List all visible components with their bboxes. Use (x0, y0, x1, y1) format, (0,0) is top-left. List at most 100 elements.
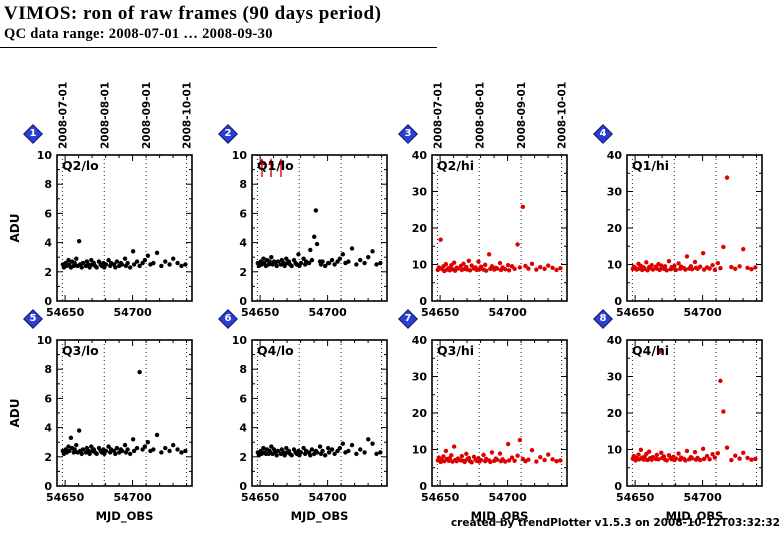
data-point (329, 257, 335, 263)
y-tick-label: 4 (44, 422, 52, 435)
data-point (721, 244, 726, 250)
outlier-arrow-head (268, 158, 275, 165)
data-point (354, 451, 359, 457)
data-point (534, 459, 539, 464)
data-point (151, 260, 156, 266)
y-tick-label: 10 (232, 149, 248, 162)
data-point (89, 444, 94, 449)
data-point (326, 450, 332, 455)
data-point (494, 457, 500, 462)
x-tick-label: 54700 (683, 306, 722, 319)
panel-number: 4 (599, 128, 607, 139)
data-point (301, 445, 306, 451)
data-point (362, 450, 367, 455)
data-point (79, 265, 84, 270)
data-point (488, 459, 493, 465)
panel-number-badge: 3 (397, 123, 419, 145)
panel-plot-q4-lo: 54650 54700 0 2 4 6 8 10 Q4/lo MJD_OBS (232, 334, 388, 524)
data-point (329, 447, 335, 452)
data-point (469, 460, 474, 465)
data-point (151, 447, 156, 452)
data-point (127, 451, 133, 457)
data-point (87, 265, 92, 270)
data-point (122, 256, 128, 261)
data-point (737, 456, 742, 461)
data-point (267, 259, 272, 264)
panel-q3-lo: 54650 54700 0 2 4 6 8 10 Q3/lo ADU MJD_OBS 5 (5, 256, 205, 528)
panel-number: 3 (404, 128, 412, 139)
data-point (68, 435, 74, 441)
data-point (449, 263, 454, 268)
data-point (275, 448, 281, 454)
data-point (167, 262, 172, 267)
date-label: 2008-07-01 (57, 82, 69, 149)
data-point (326, 260, 332, 266)
data-point (515, 453, 520, 458)
data-point (718, 265, 723, 271)
y-tick-label: 10 (37, 334, 53, 347)
panel-label: Q3/hi (437, 343, 474, 358)
data-point (94, 265, 99, 270)
data-point (710, 452, 715, 457)
data-point (103, 448, 109, 454)
data-point (154, 432, 160, 438)
data-point (137, 263, 142, 269)
data-point (125, 260, 130, 266)
data-point (558, 265, 563, 271)
data-point (274, 263, 279, 269)
data-point (689, 456, 695, 461)
data-point (554, 458, 559, 464)
data-point (322, 263, 328, 269)
x-tick-label: 54650 (241, 306, 280, 319)
y-tick-label: 6 (239, 392, 247, 405)
panel-label: Q1/hi (632, 158, 669, 173)
data-point (650, 267, 656, 272)
data-point (171, 442, 176, 448)
data-point (171, 256, 176, 261)
data-point (546, 263, 551, 268)
panel-number: 7 (404, 313, 412, 324)
data-point (659, 450, 664, 455)
date-label: 2008-09-01 (516, 82, 528, 149)
data-point (137, 369, 142, 375)
data-point (554, 267, 559, 273)
date-label: 2008-08-01 (99, 82, 111, 149)
data-point (378, 260, 383, 266)
data-point (74, 256, 79, 261)
data-point (317, 444, 323, 449)
panel-number: 8 (599, 313, 607, 324)
panel-number: 1 (29, 128, 37, 139)
panel-q2-lo: 2008-07-01 2008-08-01 2008-09-01 2008-10-01… (5, 71, 205, 343)
outlier-arrow-head (278, 158, 285, 165)
data-point (449, 453, 454, 458)
data-point (378, 450, 383, 455)
data-point (261, 256, 266, 261)
data-point (301, 256, 306, 261)
panel-plot-q1-hi: 54650 54700 0 10 20 30 40 Q1/hi (607, 149, 763, 319)
data-point (309, 257, 315, 263)
data-point (502, 267, 508, 272)
data-point (314, 450, 320, 455)
data-point (737, 264, 742, 269)
y-tick-label: 6 (239, 207, 247, 220)
date-label: 2008-08-01 (474, 82, 486, 149)
data-point (483, 268, 489, 273)
data-point (724, 175, 730, 180)
data-point (134, 259, 140, 264)
y-tick-label: 0 (239, 295, 247, 308)
data-point (517, 437, 523, 443)
data-point (298, 450, 304, 455)
data-point (179, 263, 184, 269)
data-point (512, 266, 517, 272)
data-point (313, 208, 319, 213)
date-label: 2008-09-01 (141, 82, 153, 149)
data-point (707, 266, 712, 271)
panel-q4-lo: 54650 54700 0 2 4 6 8 10 Q4/lo MJD_OBS 6 (200, 256, 400, 528)
x-tick-label: 54650 (46, 306, 85, 319)
data-point (550, 457, 555, 462)
panel-q1-lo: 54650 54700 0 2 4 6 8 10 Q1/lo 2 (200, 71, 400, 343)
data-point (80, 260, 86, 266)
data-point (753, 265, 758, 270)
data-point (312, 234, 317, 239)
data-point (66, 444, 71, 449)
